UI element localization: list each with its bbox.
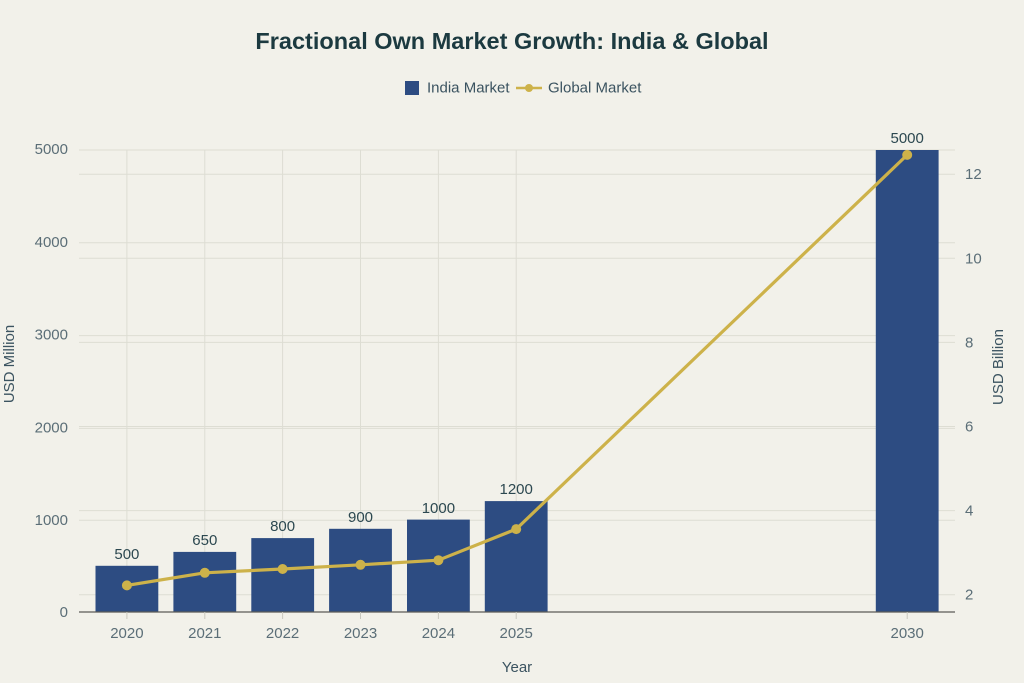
svg-text:India Market: India Market (427, 80, 510, 97)
svg-text:2020: 2020 (110, 625, 143, 642)
svg-text:8: 8 (965, 334, 973, 351)
svg-text:USD Million: USD Million (1, 325, 18, 403)
svg-text:4000: 4000 (35, 234, 68, 251)
svg-text:USD Billion: USD Billion (990, 329, 1007, 405)
svg-text:Global Market: Global Market (548, 80, 642, 97)
svg-text:900: 900 (348, 509, 373, 526)
svg-text:2023: 2023 (344, 625, 377, 642)
svg-text:2: 2 (965, 587, 973, 604)
svg-text:10: 10 (965, 250, 982, 267)
svg-text:6: 6 (965, 419, 973, 436)
svg-text:500: 500 (114, 546, 139, 563)
svg-text:4: 4 (965, 503, 973, 520)
svg-text:1000: 1000 (422, 500, 455, 517)
svg-text:1000: 1000 (35, 512, 68, 529)
svg-text:0: 0 (60, 604, 68, 621)
svg-text:2022: 2022 (266, 625, 299, 642)
svg-text:2000: 2000 (35, 419, 68, 436)
svg-text:1200: 1200 (500, 481, 533, 498)
svg-text:2030: 2030 (891, 625, 924, 642)
svg-text:5000: 5000 (891, 130, 924, 147)
svg-text:5000: 5000 (35, 141, 68, 158)
svg-text:2025: 2025 (500, 625, 533, 642)
svg-text:650: 650 (192, 532, 217, 549)
svg-text:800: 800 (270, 518, 295, 535)
svg-text:Year: Year (502, 659, 532, 676)
svg-text:2024: 2024 (422, 625, 455, 642)
svg-text:12: 12 (965, 166, 982, 183)
svg-text:2021: 2021 (188, 625, 221, 642)
svg-text:3000: 3000 (35, 327, 68, 344)
